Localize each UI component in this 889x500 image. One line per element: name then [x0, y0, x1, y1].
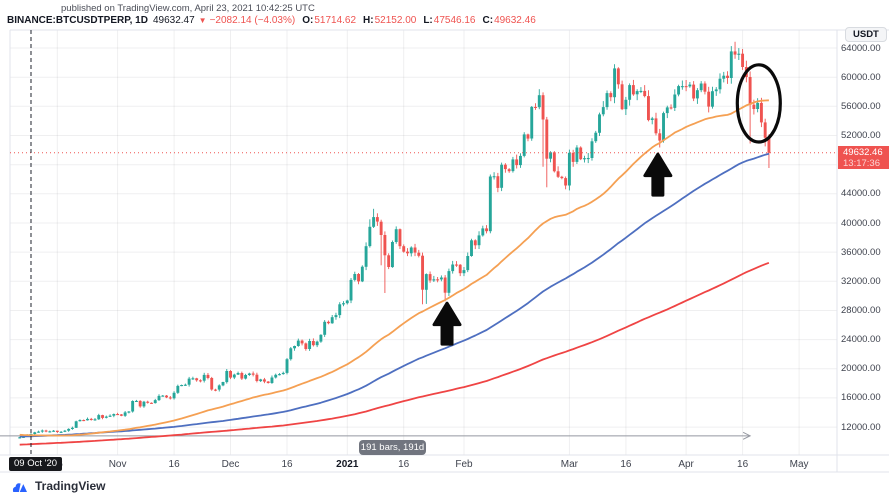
- symbol-name[interactable]: BINANCE:BTCUSDTPERP, 1D: [7, 15, 148, 26]
- time-axis-label: May: [789, 459, 809, 470]
- currency-badge: USDT: [845, 27, 887, 42]
- low-value: 47546.16: [433, 15, 476, 26]
- low-label: L:: [423, 15, 433, 26]
- range-start-date-badge: 09 Oct '20: [9, 457, 63, 471]
- symbol-info-bar: BINANCE:BTCUSDTPERP, 1D 49632.47 ▼ −2082…: [7, 15, 536, 26]
- price-axis-label: 52000.00: [841, 130, 881, 141]
- time-axis-label: Mar: [560, 459, 579, 470]
- tradingview-logo[interactable]: TradingView: [12, 479, 105, 493]
- price-axis-label: 16000.00: [841, 392, 881, 404]
- time-axis-label: 16: [398, 459, 410, 470]
- price-axis-label: 36000.00: [841, 246, 881, 258]
- price-axis-label: 40000.00: [841, 217, 881, 229]
- price-axis-label: 44000.00: [841, 188, 881, 200]
- price-axis-label: 12000.00: [841, 421, 881, 433]
- high-value: 52152.00: [374, 15, 417, 26]
- open-value: 51714.62: [314, 15, 357, 26]
- open-label: O:: [302, 15, 314, 26]
- bar-countdown: 13:17:36: [843, 158, 880, 169]
- time-axis-label: Apr: [678, 459, 694, 470]
- price-down-arrow-icon: ▼: [198, 16, 207, 25]
- published-caption: published on TradingView.com, April 23, …: [61, 3, 315, 14]
- price-axis-label: 32000.00: [841, 275, 881, 287]
- tradingview-logo-text: TradingView: [35, 479, 106, 493]
- time-axis-label: 16: [168, 459, 180, 470]
- time-axis-label: Feb: [455, 459, 473, 470]
- time-axis-label: Dec: [221, 459, 240, 470]
- close-value: 49632.46: [494, 15, 536, 26]
- bars-range-badge: 191 bars, 191d: [359, 440, 426, 455]
- high-label: H:: [363, 15, 374, 26]
- price-axis-label: 64000.00: [841, 42, 881, 54]
- last-price-axis-label: 49632.46 13:17:36: [838, 146, 889, 169]
- price-change: −2082.14 (−4.03%): [209, 15, 296, 26]
- price-axis-label: 60000.00: [841, 71, 881, 83]
- price-axis-label: 20000.00: [841, 363, 881, 375]
- time-axis-label: 16: [620, 459, 632, 470]
- last-price: 49632.47: [152, 15, 195, 26]
- last-price-value: 49632.46: [843, 147, 883, 158]
- tradingview-logo-icon: [12, 483, 27, 492]
- time-axis-label: Nov: [108, 459, 127, 470]
- price-axis-label: 56000.00: [841, 100, 881, 112]
- price-axis-label: 24000.00: [841, 334, 881, 346]
- time-axis-label: 16: [737, 459, 749, 470]
- time-axis-label: 16: [281, 459, 293, 470]
- price-axis-label: 28000.00: [841, 305, 881, 316]
- time-axis-label: 2021: [336, 459, 359, 470]
- close-label: C:: [482, 15, 494, 26]
